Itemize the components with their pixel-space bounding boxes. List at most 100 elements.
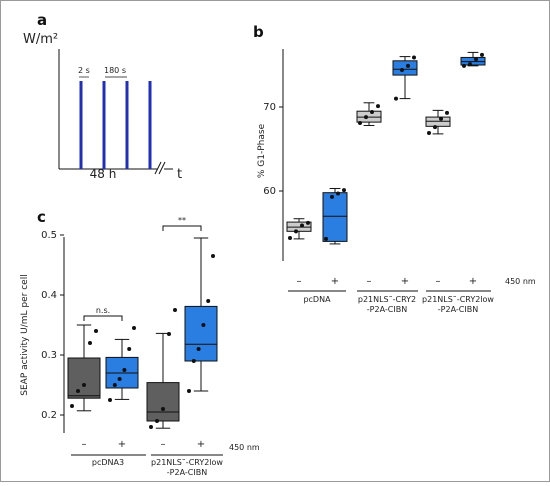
pulse-series bbox=[79, 81, 152, 169]
panel-b: b % G1-Phase 60 70 – + – + – + 450 nm pc… bbox=[253, 23, 536, 314]
panel-c: c SEAP activity U/mL per cell 0.2 0.3 0.… bbox=[20, 208, 260, 477]
data-point bbox=[196, 347, 201, 351]
data-point bbox=[76, 389, 80, 393]
panel-c-box-1 bbox=[105, 326, 139, 402]
panel-c-box-3 bbox=[184, 237, 218, 393]
light-sign: – bbox=[367, 276, 372, 287]
data-point bbox=[70, 404, 74, 408]
data-point bbox=[112, 383, 117, 387]
panel-c-letter: c bbox=[37, 208, 46, 226]
data-point bbox=[306, 220, 310, 225]
data-point bbox=[122, 368, 127, 372]
data-point bbox=[127, 347, 132, 351]
data-point bbox=[294, 229, 298, 234]
significance-bracket-pcdna3 bbox=[83, 315, 123, 321]
panel-b-box-4 bbox=[425, 109, 451, 136]
panel-b-box-0 bbox=[286, 218, 312, 241]
panel-c-wavelength-label: 450 nm bbox=[229, 443, 260, 452]
group-label-pcdna3: pcDNA3 bbox=[92, 458, 124, 467]
data-point bbox=[82, 383, 86, 387]
data-point bbox=[206, 299, 211, 303]
data-point bbox=[462, 63, 466, 68]
data-point bbox=[370, 110, 374, 115]
data-point bbox=[132, 326, 136, 330]
significance-label-cry2low: ** bbox=[178, 216, 186, 225]
light-sign: – bbox=[82, 439, 87, 450]
data-point bbox=[167, 332, 171, 336]
significance-bracket-cry2low bbox=[162, 225, 202, 231]
light-sign: – bbox=[161, 439, 166, 450]
light-sign: – bbox=[297, 276, 302, 287]
y-tick-label-0.2: 0.2 bbox=[41, 410, 57, 421]
significance-label-pcdna3: n.s. bbox=[96, 306, 110, 315]
panel-b-light-signs: – + – + – + bbox=[297, 276, 478, 287]
group-label-cry2-line2: -P2A-CIBN bbox=[367, 305, 407, 314]
light-sign: + bbox=[197, 439, 205, 450]
y-tick-label-60: 60 bbox=[263, 186, 276, 197]
data-point bbox=[342, 188, 346, 193]
panel-c-light-signs: – + – + bbox=[82, 439, 206, 450]
panel-c-y-label: SEAP activity U/mL per cell bbox=[20, 274, 30, 395]
data-point bbox=[394, 96, 398, 101]
light-sign: + bbox=[469, 276, 477, 287]
box-iqr bbox=[67, 357, 101, 399]
box-iqr bbox=[392, 60, 418, 76]
panel-c-box-2 bbox=[146, 308, 180, 429]
y-tick-label-0.5: 0.5 bbox=[41, 230, 57, 241]
panel-b-box-5 bbox=[460, 51, 486, 68]
data-point bbox=[433, 125, 437, 130]
data-point bbox=[474, 57, 478, 62]
panel-a-x-unit: t bbox=[177, 167, 182, 182]
data-point bbox=[364, 115, 368, 120]
panel-a-duration-label: 48 h bbox=[90, 167, 117, 181]
data-point bbox=[427, 131, 431, 136]
group-label-cry2-line1: p21NLS˜-CRY2 bbox=[358, 295, 416, 304]
data-point bbox=[358, 120, 362, 125]
panel-a-y-unit: W/m² bbox=[23, 32, 58, 47]
axis-break-mark-2 bbox=[158, 161, 166, 175]
axis-break-mark-1 bbox=[154, 161, 162, 175]
panel-b-boxes bbox=[286, 51, 486, 245]
significance-brackets: n.s. ** bbox=[83, 216, 202, 321]
data-point bbox=[201, 323, 206, 327]
data-point bbox=[300, 223, 304, 228]
data-point bbox=[324, 236, 328, 241]
data-point bbox=[173, 308, 177, 312]
panel-a: a W/m² t 48 h 2 s 180 s bbox=[23, 11, 182, 182]
data-point bbox=[211, 254, 215, 258]
panel-b-y-ticks: 60 70 bbox=[263, 102, 283, 197]
group-label-cry2low-line2: -P2A-CIBN bbox=[167, 468, 207, 477]
data-point bbox=[88, 341, 92, 345]
group-label-cry2low-line1: p21NLS˜-CRY2low bbox=[422, 295, 494, 304]
panel-a-letter: a bbox=[37, 11, 47, 29]
panel-b-wavelength-label: 450 nm bbox=[505, 277, 536, 286]
group-label-pcdna: pcDNA bbox=[303, 295, 331, 304]
data-point bbox=[336, 191, 340, 196]
data-point bbox=[468, 62, 472, 67]
box-iqr bbox=[184, 305, 218, 362]
y-tick-label-0.3: 0.3 bbox=[41, 350, 57, 361]
y-tick-label-0.4: 0.4 bbox=[41, 290, 57, 301]
panel-b-y-label: % G1-Phase bbox=[257, 123, 267, 178]
box-iqr bbox=[322, 192, 348, 242]
group-label-cry2low-line2: -P2A-CIBN bbox=[438, 305, 478, 314]
data-point bbox=[108, 398, 112, 402]
group-label-cry2low-line1: p21NLS˜-CRY2low bbox=[151, 458, 223, 467]
pulse-duration-label: 2 s bbox=[78, 66, 90, 75]
data-point bbox=[117, 377, 122, 381]
data-point bbox=[191, 359, 196, 363]
data-point bbox=[155, 419, 159, 423]
data-point bbox=[149, 425, 153, 429]
light-sign: + bbox=[401, 276, 409, 287]
data-point bbox=[161, 407, 165, 411]
panel-b-box-2 bbox=[356, 102, 382, 126]
y-tick-label-70: 70 bbox=[263, 102, 276, 113]
data-point bbox=[439, 116, 443, 121]
data-point bbox=[288, 236, 292, 241]
panel-b-box-3 bbox=[392, 55, 418, 101]
data-point bbox=[480, 52, 484, 57]
panel-c-boxes bbox=[67, 237, 218, 429]
data-point bbox=[187, 389, 191, 393]
